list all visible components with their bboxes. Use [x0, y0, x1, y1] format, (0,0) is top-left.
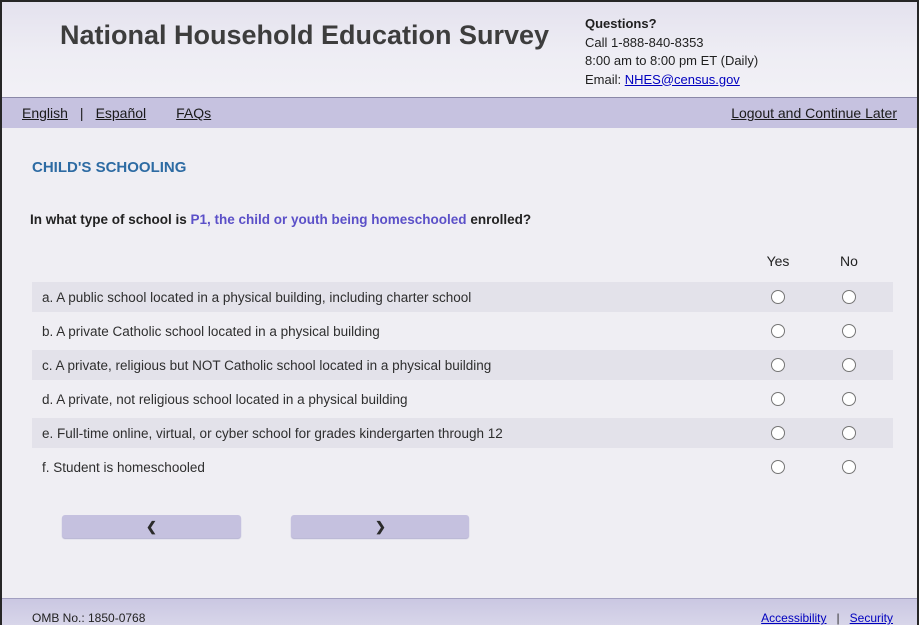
phone-line: Call 1-888-840-8353: [585, 34, 704, 50]
radio-yes-row-d[interactable]: [771, 392, 785, 406]
radio-no-row-e[interactable]: [842, 426, 856, 440]
section-title: CHILD'S SCHOOLING: [32, 159, 187, 176]
footer: OMB No.: 1850-0768 Approval Expires: 09/…: [2, 598, 917, 625]
table-row: f. Student is homeschooled: [32, 452, 893, 482]
table-row: e. Full-time online, virtual, or cyber s…: [32, 418, 893, 448]
question-fill-child-name: P1, the child or youth being homeschoole…: [190, 212, 467, 227]
question-text: In what type of school is P1, the child …: [30, 212, 917, 227]
table-row: d. A private, not religious school locat…: [32, 384, 893, 414]
radio-no-row-b[interactable]: [842, 324, 856, 338]
radio-yes-row-c[interactable]: [771, 358, 785, 372]
chevron-right-icon: ❯: [375, 518, 386, 534]
question-suffix: enrolled?: [466, 212, 532, 227]
row-label: c. A private, religious but NOT Catholic…: [42, 357, 492, 373]
security-link[interactable]: Security: [849, 611, 893, 625]
next-button[interactable]: ❯: [291, 515, 470, 538]
email-label: Email:: [585, 71, 625, 87]
row-label: f. Student is homeschooled: [42, 459, 205, 475]
footer-links: Accessibility | Security: [761, 608, 893, 625]
row-label: d. A private, not religious school locat…: [42, 391, 408, 407]
row-label: a. A public school located in a physical…: [42, 289, 472, 305]
radio-yes-row-e[interactable]: [771, 426, 785, 440]
nav-link-espanol[interactable]: Español: [95, 105, 147, 121]
school-type-grid: a. A public school located in a physical…: [2, 282, 917, 482]
table-row: a. A public school located in a physical…: [32, 282, 893, 312]
chevron-left-icon: ❮: [146, 518, 157, 534]
page-navigation: ❮ ❯: [62, 515, 917, 538]
radio-no-row-a[interactable]: [842, 290, 856, 304]
radio-no-row-d[interactable]: [842, 392, 856, 406]
hours-line: 8:00 am to 8:00 pm ET (Daily): [585, 53, 759, 68]
row-label: b. A private Catholic school located in …: [42, 323, 380, 339]
answer-column-headers: Yes No: [2, 253, 917, 269]
navbar: English | Español FAQs Logout and Contin…: [2, 97, 917, 128]
table-row: c. A private, religious but NOT Catholic…: [32, 350, 893, 380]
footer-separator: |: [836, 611, 840, 625]
accessibility-link[interactable]: Accessibility: [761, 611, 827, 625]
nav-separator: |: [79, 105, 84, 121]
nav-link-faqs[interactable]: FAQs: [176, 105, 212, 121]
question-prefix: In what type of school is: [30, 212, 191, 227]
radio-yes-row-b[interactable]: [771, 324, 785, 338]
nav-link-english[interactable]: English: [22, 105, 68, 121]
email-link[interactable]: NHES@census.gov: [624, 71, 740, 87]
main-content: CHILD'S SCHOOLING In what type of school…: [2, 159, 917, 598]
omb-number: OMB No.: 1850-0768: [32, 611, 146, 625]
radio-no-row-c[interactable]: [842, 358, 856, 372]
table-row: b. A private Catholic school located in …: [32, 316, 893, 346]
contact-info: Questions? Call 1-888-840-8353 8:00 am t…: [585, 15, 758, 89]
radio-yes-row-a[interactable]: [771, 290, 785, 304]
column-header-yes: Yes: [766, 253, 790, 269]
questions-heading: Questions?: [585, 16, 657, 31]
column-header-no: No: [840, 253, 858, 269]
site-title: National Household Education Survey: [60, 20, 550, 50]
radio-no-row-f[interactable]: [842, 460, 856, 474]
logout-link[interactable]: Logout and Continue Later: [731, 105, 897, 121]
header: National Household Education Survey Ques…: [2, 2, 917, 97]
radio-yes-row-f[interactable]: [771, 460, 785, 474]
back-button[interactable]: ❮: [62, 515, 241, 538]
email-line: Email: NHES@census.gov: [585, 71, 758, 90]
row-label: e. Full-time online, virtual, or cyber s…: [42, 425, 503, 441]
